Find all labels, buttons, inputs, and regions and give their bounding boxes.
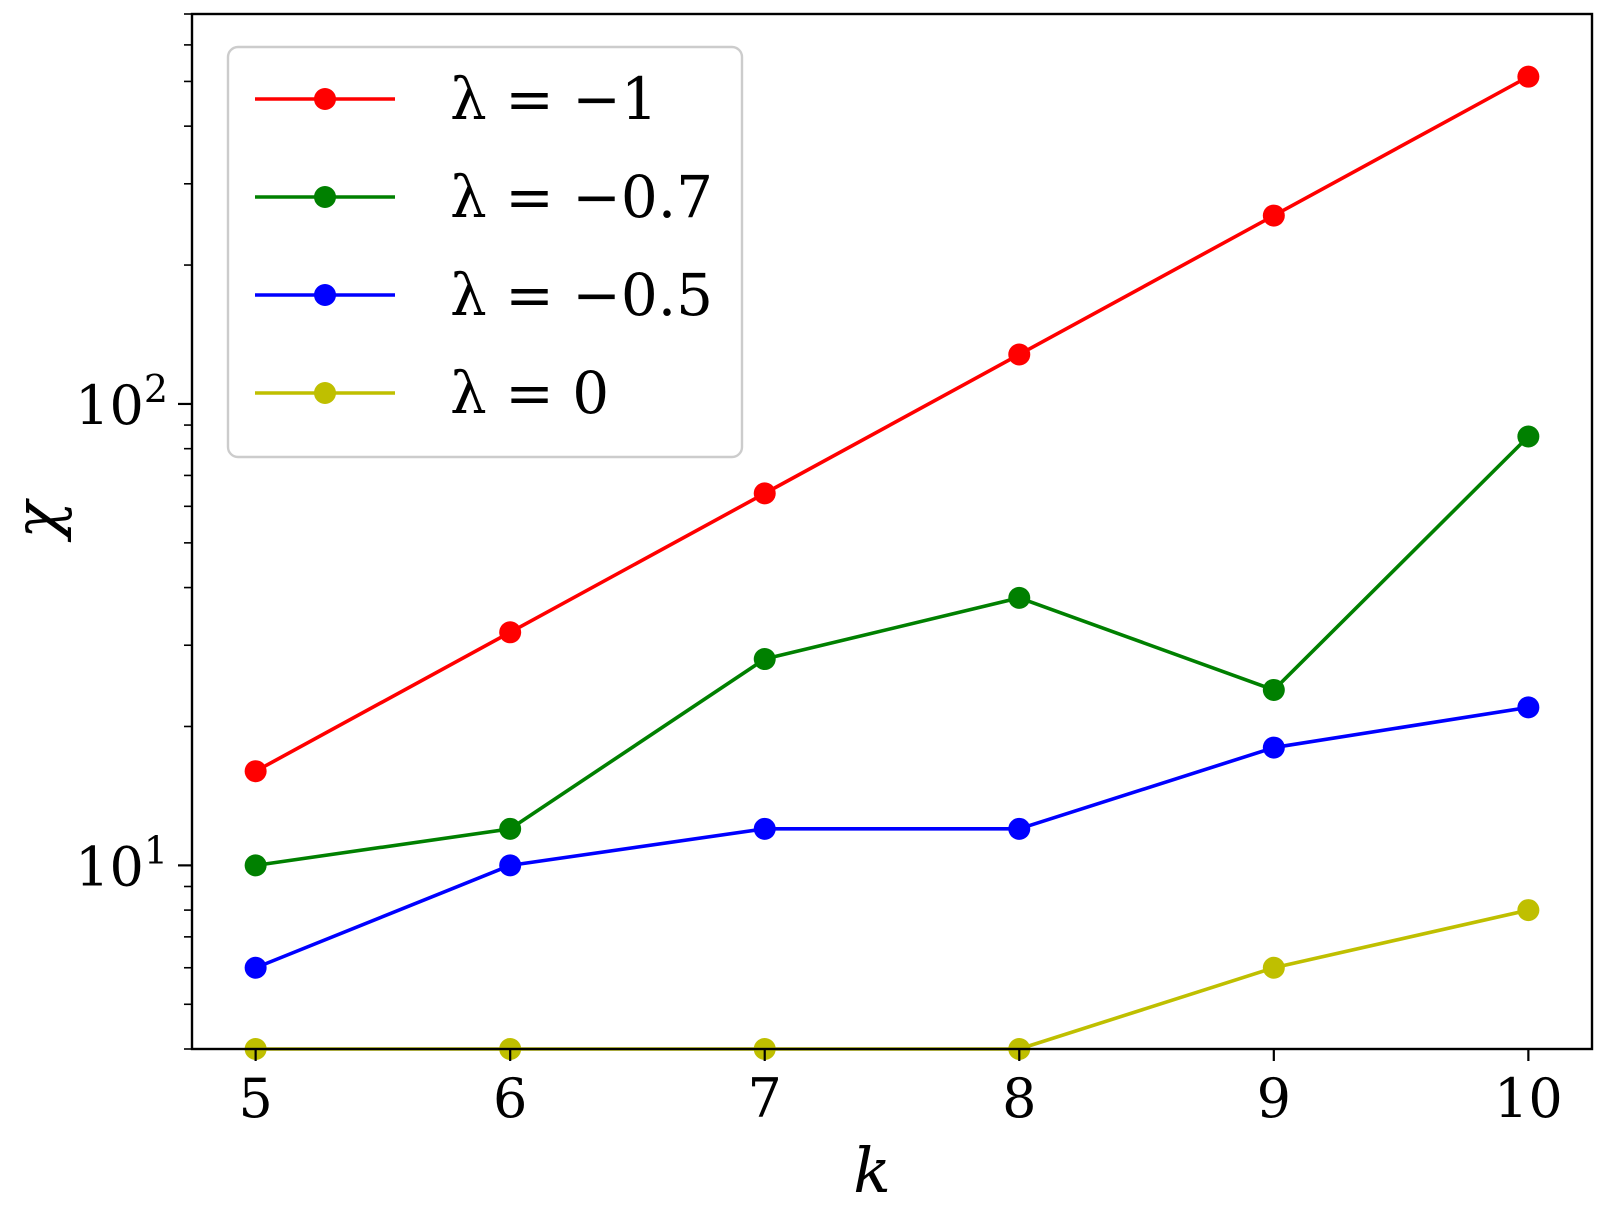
data-point (753, 648, 776, 671)
legend-label-3: λ = 0 (450, 359, 609, 427)
legend-marker-2 (314, 284, 336, 306)
axes: 5 6 7 8 9 10 101 102 (75, 12, 1594, 1130)
x-axis-label: k (853, 1134, 891, 1200)
series-line-0 (254, 75, 1530, 773)
legend-marker-1 (314, 186, 336, 208)
legend-marker-0 (314, 88, 336, 110)
x-tick-label: 5 (238, 1067, 272, 1130)
data-point (1262, 736, 1285, 759)
series-line-3 (255, 908, 1529, 1051)
legend-label-2: λ = −0.5 (450, 261, 713, 329)
x-tick-label: 7 (748, 1067, 782, 1130)
data-point (244, 854, 267, 877)
x-tick-label: 9 (1257, 1067, 1291, 1130)
x-tick-label: 10 (1494, 1067, 1563, 1130)
x-tick-label: 8 (1002, 1067, 1036, 1130)
data-point (244, 760, 267, 783)
data-point (499, 854, 522, 877)
data-point (1262, 678, 1285, 701)
axes-frame (190, 12, 1594, 1051)
x-tick-label: 6 (493, 1067, 527, 1130)
data-point (244, 956, 267, 979)
data-point (1008, 817, 1031, 840)
y-tick-label: 101 (75, 828, 168, 898)
series-line-1 (255, 435, 1530, 868)
data-point (499, 817, 522, 840)
legend-box (226, 45, 744, 459)
legend-marker-3 (314, 382, 336, 404)
series-line-2 (254, 705, 1529, 970)
data-point (753, 482, 776, 505)
data-point (499, 621, 522, 644)
legend: λ = −1 λ = −0.7 λ = −0.5 λ = 0 (226, 45, 744, 459)
data-point (1008, 343, 1031, 366)
data-point (1517, 65, 1540, 88)
data-point (753, 817, 776, 840)
data-point (1517, 425, 1540, 448)
data-point (1262, 204, 1285, 227)
y-axis-label: χ (0, 498, 73, 543)
legend-label-1: λ = −0.7 (450, 163, 713, 231)
data-point (1517, 696, 1540, 719)
data-point (1517, 899, 1540, 922)
legend-label-0: λ = −1 (450, 65, 658, 133)
y-tick-label: 102 (75, 367, 168, 437)
data-point (1262, 956, 1285, 979)
data-point (1008, 586, 1031, 609)
